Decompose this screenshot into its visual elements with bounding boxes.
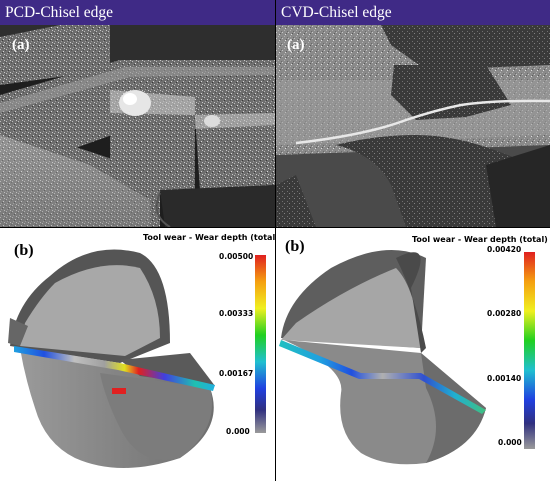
panel-label-b-right: (b) [285,238,305,255]
pcd-colorbar [255,255,266,433]
pcd-colorbar-tick-1: 0.00167 [219,369,254,378]
cvd-colorbar-tick-min: 0.000 [498,438,522,447]
header-cvd-chisel-edge: CVD-Chisel edge [276,0,550,25]
horizontal-divider [0,227,550,228]
cvd-colorbar-tick-1: 0.00140 [487,374,522,383]
cvd-micrograph-panel: (a) [276,25,550,227]
panel-label-b-left: (b) [14,242,34,259]
panel-label-a-left: (a) [12,37,30,53]
cvd-colorbar [524,252,535,449]
header-pcd-chisel-edge: PCD-Chisel edge [0,0,275,25]
cvd-colorbar-title: Tool wear - Wear depth (total) (mm) [412,235,550,244]
pcd-colorbar-title: Tool wear - Wear depth (total) (mm) [143,233,275,242]
cvd-colorbar-tick-max: 0.00420 [487,245,522,254]
cvd-wear-simulation-drill [279,250,535,465]
cvd-wear-simulation-panel: (b) Tool wear - Wear depth (total) (mm) … [276,228,550,481]
panel-label-a-right: (a) [287,37,305,53]
pcd-colorbar-tick-max: 0.00500 [219,252,254,261]
cvd-micrograph-image [276,25,550,227]
pcd-colorbar-tick-2: 0.00333 [219,309,254,318]
cvd-colorbar-tick-2: 0.00280 [487,309,522,318]
pcd-wear-simulation-drill [8,249,266,468]
pcd-micrograph-image [0,25,275,227]
pcd-wear-simulation-panel: (b) Tool wear - Wear depth (total) (mm) … [0,228,275,481]
pcd-micrograph-panel: (a) [0,25,275,227]
vertical-divider [275,0,276,481]
pcd-colorbar-tick-min: 0.000 [226,427,250,436]
